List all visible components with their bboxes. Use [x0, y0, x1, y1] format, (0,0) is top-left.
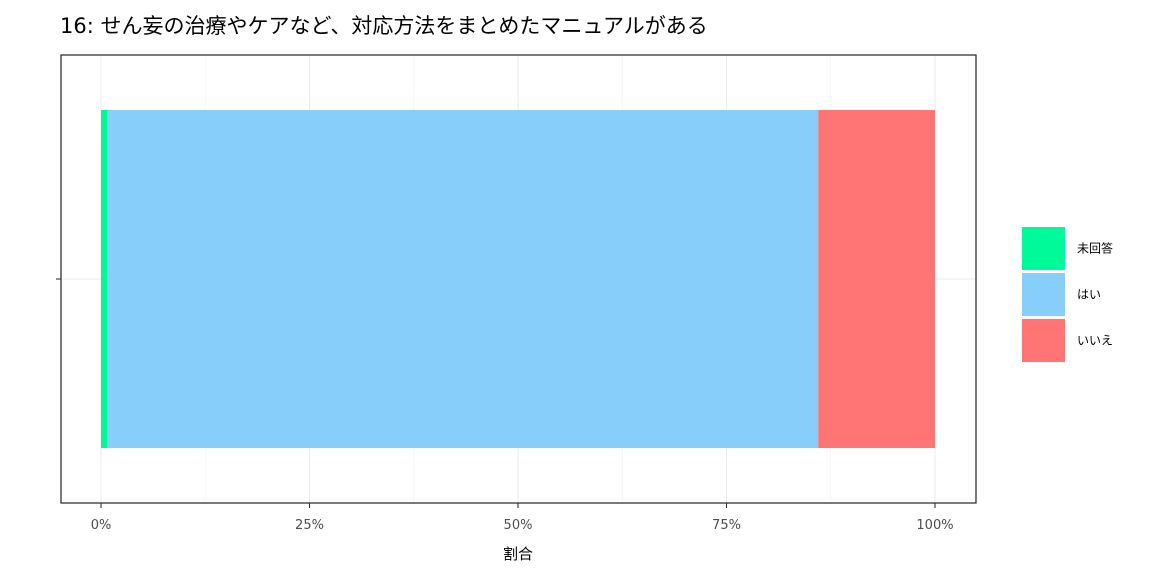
x-tick-label: 25% — [295, 518, 324, 533]
legend-label-1: はい — [1077, 288, 1101, 302]
x-tick-label: 75% — [712, 518, 741, 533]
bar-segments — [101, 110, 935, 448]
legend-label-0: 未回答 — [1077, 241, 1113, 256]
x-axis-title: 割合 — [503, 545, 533, 563]
bar-segment-2 — [818, 110, 935, 448]
legend-key-0 — [1022, 227, 1065, 270]
bar-segment-1 — [107, 110, 819, 448]
x-tick-label: 0% — [91, 518, 112, 533]
chart-title: 16: せん妄の治療やケアなど、対応方法をまとめたマニュアルがある — [60, 14, 708, 38]
legend-key-1 — [1022, 273, 1065, 316]
x-tick-label: 50% — [504, 518, 533, 533]
bar-segment-0 — [101, 110, 108, 448]
x-tick-label: 100% — [916, 518, 953, 533]
x-axis-ticks: 0% 25% 50% 75% 100% — [91, 503, 954, 533]
legend-label-2: いいえ — [1077, 334, 1113, 348]
legend-key-2 — [1022, 319, 1065, 362]
